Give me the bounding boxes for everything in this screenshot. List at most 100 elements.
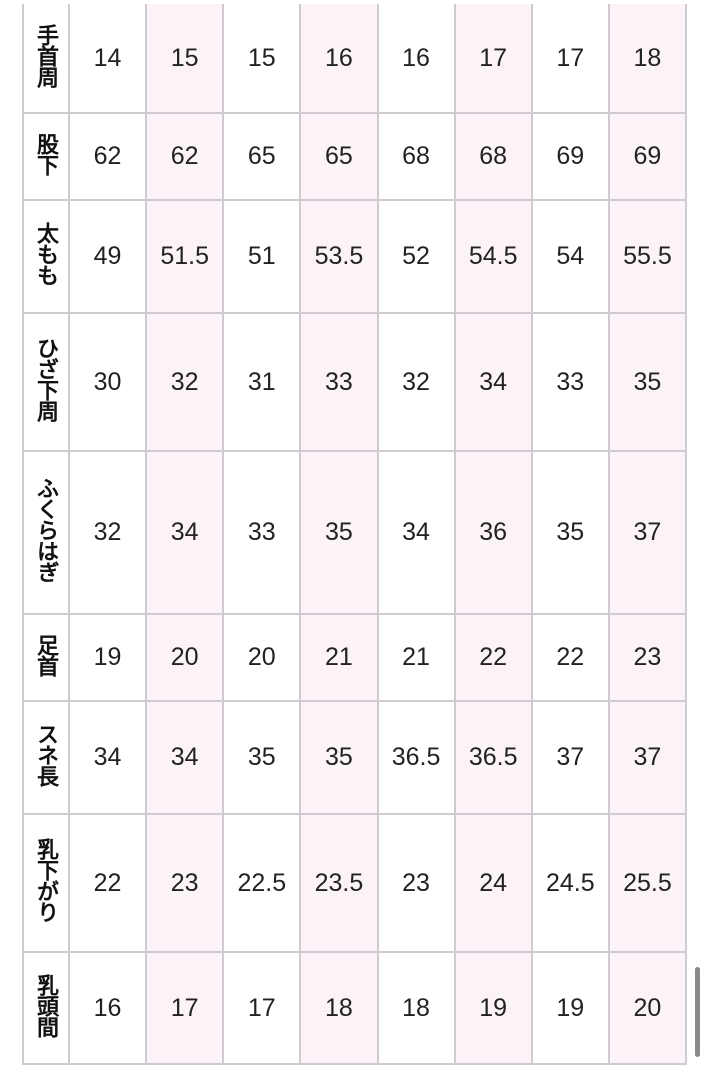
table-row: 乳頭間 16 17 17 18 18 19 19 20 bbox=[22, 951, 688, 1065]
table-cell: 55.5 bbox=[607, 199, 688, 314]
table-cell: 23 bbox=[145, 813, 225, 953]
row-label: スネ長 bbox=[22, 700, 70, 815]
table-cell: 16 bbox=[376, 4, 456, 114]
table-cell: 36.5 bbox=[453, 700, 533, 815]
table-cell: 54.5 bbox=[453, 199, 533, 314]
table-cell: 34 bbox=[67, 700, 148, 815]
table-cell: 36.5 bbox=[376, 700, 456, 815]
table-cell: 35 bbox=[299, 450, 379, 615]
row-label: ひざ下周 bbox=[22, 312, 70, 452]
table-cell: 62 bbox=[67, 112, 148, 201]
table-cell: 36 bbox=[453, 450, 533, 615]
table-row: 乳下がり 22 23 22.5 23.5 23 24 24.5 25.5 bbox=[22, 813, 688, 953]
table-cell: 14 bbox=[67, 4, 148, 114]
table-cell: 37 bbox=[607, 450, 688, 615]
table-cell: 37 bbox=[530, 700, 610, 815]
table-cell: 30 bbox=[67, 312, 148, 452]
row-label-text: 足首 bbox=[34, 633, 59, 676]
table-cell: 51.5 bbox=[145, 199, 225, 314]
table-cell: 19 bbox=[530, 951, 610, 1065]
table-cell: 33 bbox=[530, 312, 610, 452]
table-row: ひざ下周 30 32 31 33 32 34 33 35 bbox=[22, 312, 688, 452]
row-label: ふくらはぎ bbox=[22, 450, 70, 615]
row-label: 乳頭間 bbox=[22, 951, 70, 1065]
table-cell: 18 bbox=[299, 951, 379, 1065]
table-row: 足首 19 20 20 21 21 22 22 23 bbox=[22, 613, 688, 702]
table-cell: 34 bbox=[453, 312, 533, 452]
table-cell: 62 bbox=[145, 112, 225, 201]
table-cell: 35 bbox=[530, 450, 610, 615]
table-cell: 22 bbox=[530, 613, 610, 702]
table-cell: 32 bbox=[145, 312, 225, 452]
table-cell: 18 bbox=[376, 951, 456, 1065]
table-cell: 18 bbox=[607, 4, 688, 114]
table-cell: 32 bbox=[376, 312, 456, 452]
table-cell: 65 bbox=[222, 112, 302, 201]
row-label-text: 股下 bbox=[34, 132, 59, 175]
table-cell: 49 bbox=[67, 199, 148, 314]
table-cell: 22 bbox=[67, 813, 148, 953]
table-cell: 20 bbox=[145, 613, 225, 702]
table-row: 股下 62 62 65 65 68 68 69 69 bbox=[22, 112, 688, 201]
size-table: 手首周 14 15 15 16 16 17 17 18 股下 62 62 65 65 68 68 69 69 太もも… bbox=[22, 4, 688, 1065]
table-cell: 51 bbox=[222, 199, 302, 314]
table-cell: 34 bbox=[145, 700, 225, 815]
table-cell: 20 bbox=[607, 951, 688, 1065]
table-cell: 68 bbox=[453, 112, 533, 201]
row-label-text: 手首周 bbox=[34, 23, 59, 87]
table-cell: 33 bbox=[299, 312, 379, 452]
table-cell: 19 bbox=[67, 613, 148, 702]
table-cell: 20 bbox=[222, 613, 302, 702]
table-cell: 19 bbox=[453, 951, 533, 1065]
table-cell: 35 bbox=[607, 312, 688, 452]
table-cell: 37 bbox=[607, 700, 688, 815]
table-cell: 34 bbox=[376, 450, 456, 615]
table-cell: 24 bbox=[453, 813, 533, 953]
table-row: ふくらはぎ 32 34 33 35 34 36 35 37 bbox=[22, 450, 688, 615]
row-label-text: スネ長 bbox=[34, 723, 59, 786]
table-cell: 53.5 bbox=[299, 199, 379, 314]
table-cell: 22.5 bbox=[222, 813, 302, 953]
table-cell: 17 bbox=[145, 951, 225, 1065]
row-label-text: ひざ下周 bbox=[34, 337, 59, 421]
table-cell: 24.5 bbox=[530, 813, 610, 953]
row-label: 太もも bbox=[22, 199, 70, 314]
table-cell: 34 bbox=[145, 450, 225, 615]
table-cell: 35 bbox=[222, 700, 302, 815]
table-cell: 23 bbox=[607, 613, 688, 702]
row-label-text: 乳下がり bbox=[34, 838, 59, 922]
table-cell: 21 bbox=[299, 613, 379, 702]
table-cell: 23.5 bbox=[299, 813, 379, 953]
table-row: スネ長 34 34 35 35 36.5 36.5 37 37 bbox=[22, 700, 688, 815]
table-row: 手首周 14 15 15 16 16 17 17 18 bbox=[22, 4, 688, 114]
table-cell: 65 bbox=[299, 112, 379, 201]
table-cell: 68 bbox=[376, 112, 456, 201]
row-label-text: 太もも bbox=[34, 222, 59, 285]
table-cell: 35 bbox=[299, 700, 379, 815]
table-cell: 69 bbox=[530, 112, 610, 201]
table-cell: 52 bbox=[376, 199, 456, 314]
row-label-text: 乳頭間 bbox=[34, 973, 59, 1037]
row-label: 乳下がり bbox=[22, 813, 70, 953]
table-cell: 22 bbox=[453, 613, 533, 702]
row-label: 手首周 bbox=[22, 4, 70, 114]
table-cell: 25.5 bbox=[607, 813, 688, 953]
table-cell: 15 bbox=[222, 4, 302, 114]
table-cell: 17 bbox=[222, 951, 302, 1065]
table-cell: 69 bbox=[607, 112, 688, 201]
table-cell: 17 bbox=[530, 4, 610, 114]
table-cell: 23 bbox=[376, 813, 456, 953]
table-cell: 32 bbox=[67, 450, 148, 615]
table-cell: 33 bbox=[222, 450, 302, 615]
scrollbar[interactable] bbox=[695, 967, 700, 1057]
row-label: 股下 bbox=[22, 112, 70, 201]
table-cell: 16 bbox=[67, 951, 148, 1065]
table-cell: 16 bbox=[299, 4, 379, 114]
table-cell: 54 bbox=[530, 199, 610, 314]
table-cell: 21 bbox=[376, 613, 456, 702]
row-label-text: ふくらはぎ bbox=[34, 477, 59, 582]
table-row: 太もも 49 51.5 51 53.5 52 54.5 54 55.5 bbox=[22, 199, 688, 314]
table-cell: 15 bbox=[145, 4, 225, 114]
row-label: 足首 bbox=[22, 613, 70, 702]
table-cell: 17 bbox=[453, 4, 533, 114]
